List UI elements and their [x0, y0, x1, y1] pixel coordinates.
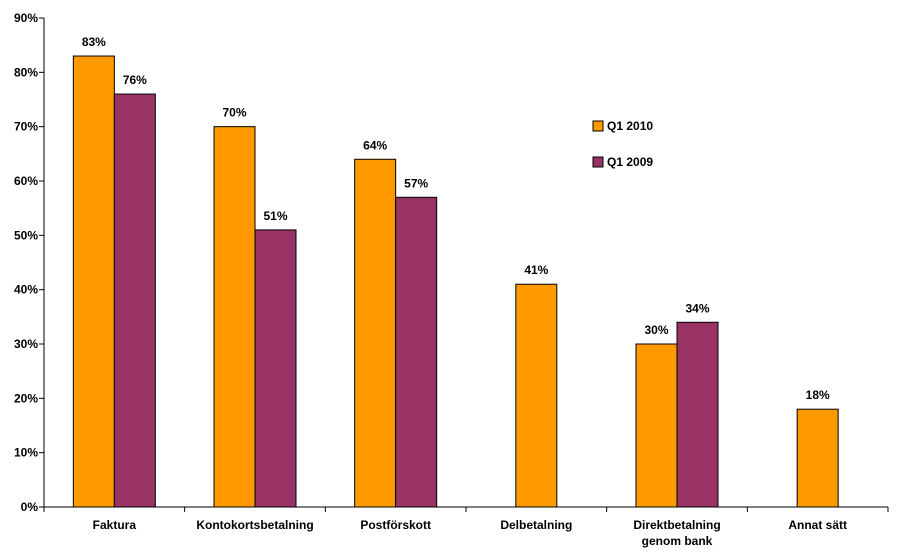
- category-label: Faktura: [93, 518, 137, 532]
- y-tick-label: 70%: [14, 120, 38, 134]
- y-tick-label: 0%: [21, 500, 39, 514]
- bars: [72, 55, 839, 508]
- legend: Q1 2010 Q1 2009: [592, 119, 653, 169]
- data-label: 76%: [123, 73, 147, 87]
- category-label: genom bank: [642, 534, 713, 548]
- data-label: 18%: [806, 388, 830, 402]
- category-label: Kontokortsbetalning: [196, 518, 313, 532]
- data-label: 64%: [363, 138, 387, 152]
- category-label: Delbetalning: [500, 518, 572, 532]
- y-tick-label: 90%: [14, 11, 38, 25]
- data-label: 57%: [404, 176, 428, 190]
- bar-q1-2010: [515, 283, 558, 508]
- bar-q1-2009: [676, 321, 719, 508]
- data-label: 83%: [82, 35, 106, 49]
- y-tick-label: 50%: [14, 228, 38, 242]
- bar-q1-2010: [354, 158, 397, 508]
- bar-q1-2009: [113, 93, 156, 508]
- x-axis: Faktura Kontokortsbetalning Postförskott De…: [43, 506, 889, 548]
- data-label: 41%: [524, 263, 548, 277]
- data-label: 34%: [685, 301, 709, 315]
- bar-q1-2009: [395, 196, 438, 508]
- data-label: 70%: [222, 106, 246, 120]
- y-tick-label: 80%: [14, 65, 38, 79]
- bar-q1-2010: [635, 343, 678, 508]
- data-label: 30%: [644, 323, 668, 337]
- y-tick-label: 30%: [14, 337, 38, 351]
- y-axis: 0% 10% 20% 30% 40% 50% 60% 70% 80% 90%: [14, 11, 45, 514]
- category-label: Postförskott: [360, 518, 431, 532]
- y-tick-label: 40%: [14, 283, 38, 297]
- y-tick-label: 20%: [14, 391, 38, 405]
- legend-swatch: [592, 156, 604, 168]
- data-labels: 83% 76% 70% 51% 64% 57% 41% 30% 34% 18%: [82, 35, 830, 402]
- y-tick-label: 60%: [14, 174, 38, 188]
- data-label: 51%: [263, 209, 287, 223]
- bar-q1-2010: [796, 408, 839, 508]
- legend-label: Q1 2010: [607, 119, 653, 133]
- legend-label: Q1 2009: [607, 155, 653, 169]
- bar-q1-2010: [72, 55, 115, 508]
- bar-q1-2010: [213, 126, 256, 508]
- legend-swatch: [592, 120, 604, 132]
- y-tick-label: 10%: [14, 446, 38, 460]
- category-label: Direktbetalning: [633, 518, 720, 532]
- bar-q1-2009: [254, 229, 297, 508]
- category-label: Annat sätt: [788, 518, 847, 532]
